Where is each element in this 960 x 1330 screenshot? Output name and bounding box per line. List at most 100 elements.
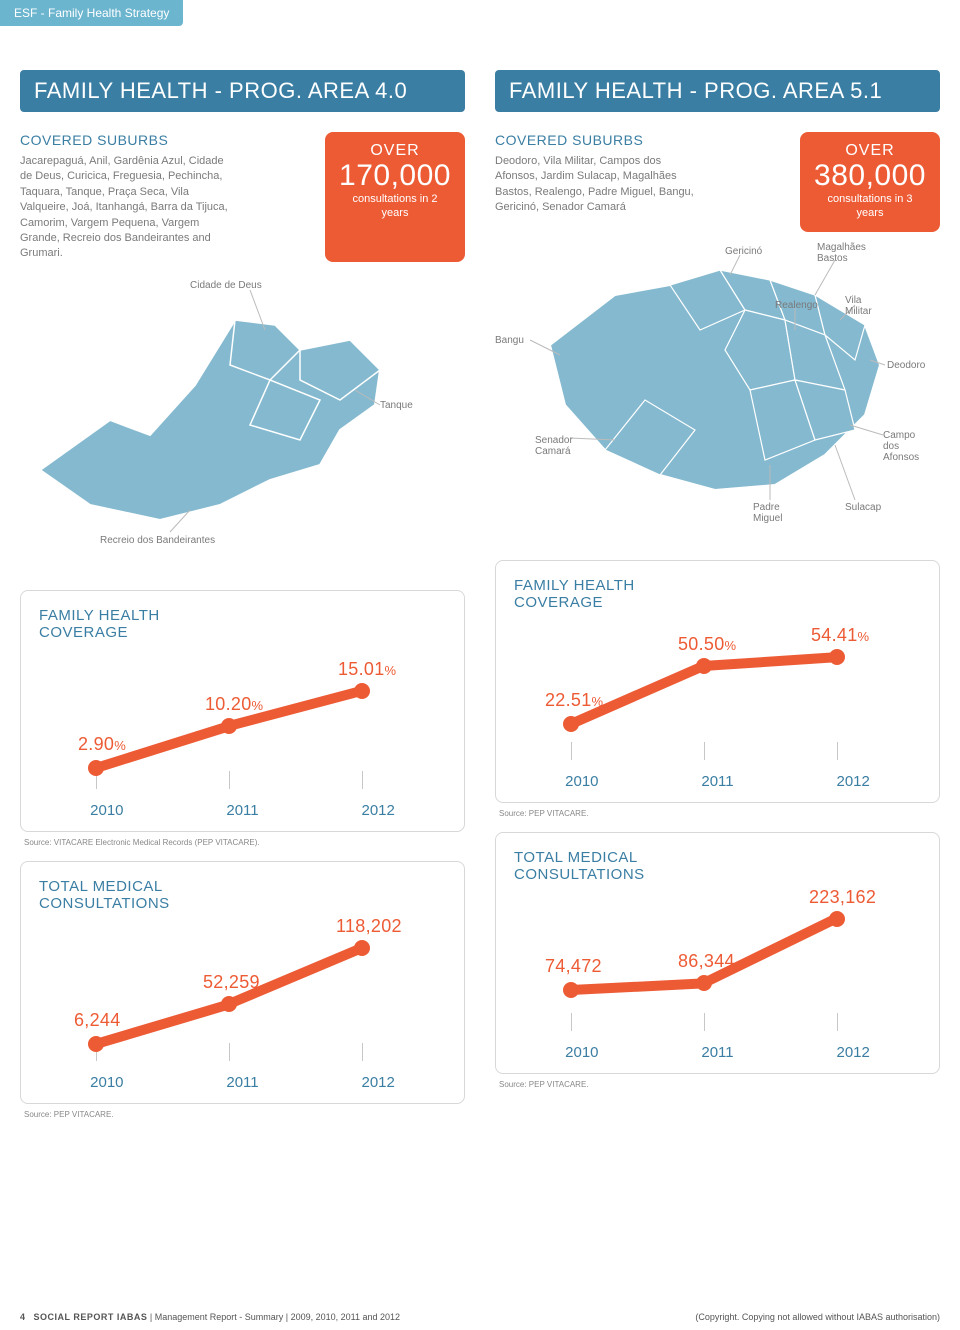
chart-card: FAMILY HEALTH COVERAGE2.90%10.20%15.01%2… [20, 590, 465, 833]
chart-xaxis: 201020112012 [514, 766, 921, 790]
chart-value-label: 22.51% [545, 690, 603, 711]
chart-line [571, 979, 704, 996]
map-area-right: GericinóMagalhães BastosRealengoVila Mil… [495, 240, 940, 540]
covered-block-left: COVERED SUBURBS Jacarepaguá, Anil, Gardê… [20, 132, 315, 262]
xaxis-label: 2010 [514, 1044, 650, 1061]
chart-point [829, 649, 845, 665]
chart-source: Source: PEP VITACARE. [499, 1080, 940, 1089]
xaxis-label: 2011 [650, 1044, 786, 1061]
xaxis-label: 2011 [650, 773, 786, 790]
tick [704, 742, 705, 760]
map-label: Bangu [495, 335, 524, 346]
covered-block-right: COVERED SUBURBS Deodoro, Vila Militar, C… [495, 132, 790, 232]
chart-plot: 2.90% 10.20% 15.01% [39, 659, 446, 789]
map-area-left: Cidade de DeusTanqueRecreio dos Bandeira… [20, 270, 465, 570]
page-number: 4 [20, 1312, 25, 1322]
header-area-5: FAMILY HEALTH - PROG. AREA 5.1 [495, 70, 940, 112]
stat-sub-left: consultations in 2 years [339, 192, 451, 221]
chart-point [563, 982, 579, 998]
tick [362, 771, 363, 789]
chart-value-label: 2.90% [78, 734, 126, 755]
xaxis-label: 2012 [785, 1044, 921, 1061]
col-area-4: FAMILY HEALTH - PROG. AREA 4.0 COVERED S… [20, 70, 465, 1133]
top-row-left: COVERED SUBURBS Jacarepaguá, Anil, Gardê… [20, 132, 465, 262]
map-label: Realengo [775, 300, 818, 311]
chart-point [88, 1036, 104, 1052]
tick [837, 1013, 838, 1031]
stat-value-right: 380,000 [814, 160, 926, 192]
chart-line [704, 652, 838, 671]
map-svg-left [20, 270, 460, 570]
top-row-right: COVERED SUBURBS Deodoro, Vila Militar, C… [495, 132, 940, 232]
chart-value-label: 74,472 [545, 956, 602, 977]
stat-value-left: 170,000 [339, 160, 451, 192]
stat-sub-right: consultations in 3 years [814, 192, 926, 221]
chart-card: FAMILY HEALTH COVERAGE 22.51% 50.50% 54.41%… [495, 560, 940, 803]
chart-source: Source: VITACARE Electronic Medical Reco… [24, 838, 465, 847]
tick [229, 771, 230, 789]
tick [704, 1013, 705, 1031]
header-area-4: FAMILY HEALTH - PROG. AREA 4.0 [20, 70, 465, 112]
chart-point [829, 911, 845, 927]
chart-title: FAMILY HEALTH COVERAGE [514, 577, 921, 612]
map-label: Magalhães Bastos [817, 242, 866, 264]
covered-text-right: Deodoro, Vila Militar, Campos dos Afonso… [495, 154, 705, 216]
chart-source: Source: PEP VITACARE. [499, 809, 940, 818]
map-label: Gericinó [725, 246, 762, 257]
stat-box-right: OVER 380,000 consultations in 3 years [800, 132, 940, 232]
footer-left: 4 SOCIAL REPORT IABAS | Management Repor… [20, 1312, 400, 1322]
tick [229, 1043, 230, 1061]
covered-title-right: COVERED SUBURBS [495, 132, 790, 148]
chart-plot: 6,24452,259118,202 [39, 931, 446, 1061]
chart-value-label: 15.01% [338, 659, 396, 680]
map-label: Tanque [380, 400, 413, 411]
map-svg-right [495, 240, 935, 540]
chart-value-label: 10.20% [205, 694, 263, 715]
tick [837, 742, 838, 760]
chart-plot: 74,47286,344223,162 [514, 901, 921, 1031]
chart-card: TOTAL MEDICAL CONSULTATIONS 74,472 86,344 2… [495, 832, 940, 1075]
xaxis-label: 2012 [310, 802, 446, 819]
footer-copy: (Copyright. Copying not allowed without … [695, 1312, 940, 1322]
chart-title: TOTAL MEDICAL CONSULTATIONS [514, 849, 921, 884]
chart-value-label: 223,162 [809, 887, 876, 908]
stat-over-left: OVER [339, 142, 451, 160]
chart-value-label: 86,344 [678, 951, 735, 972]
chart-value-label: 54.41% [811, 625, 869, 646]
map-label: Deodoro [887, 360, 925, 371]
chart-point [221, 996, 237, 1012]
xaxis-label: 2012 [785, 773, 921, 790]
chart-xaxis: 201020112012 [514, 1037, 921, 1061]
chart-point [354, 940, 370, 956]
chart-value-label: 52,259 [203, 972, 260, 993]
map-label: Cidade de Deus [190, 280, 262, 291]
page-tag: ESF - Family Health Strategy [0, 0, 183, 26]
footer-mid: | Management Report - Summary | 2009, 20… [150, 1312, 400, 1322]
main-columns: FAMILY HEALTH - PROG. AREA 4.0 COVERED S… [20, 70, 940, 1133]
xaxis-label: 2010 [514, 773, 650, 790]
chart-xaxis: 201020112012 [39, 1067, 446, 1091]
covered-text-left: Jacarepaguá, Anil, Gardênia Azul, Cidade… [20, 154, 230, 262]
tick [571, 742, 572, 760]
chart-value-label: 118,202 [336, 916, 402, 937]
chart-source: Source: PEP VITACARE. [24, 1110, 465, 1119]
chart-xaxis: 201020112012 [39, 795, 446, 819]
map-label: Sulacap [845, 502, 881, 513]
xaxis-label: 2010 [39, 802, 175, 819]
stat-box-left: OVER 170,000 consultations in 2 years [325, 132, 465, 262]
footer-brand: SOCIAL REPORT IABAS [34, 1312, 148, 1322]
xaxis-label: 2011 [175, 1074, 311, 1091]
covered-title-left: COVERED SUBURBS [20, 132, 315, 148]
stat-over-right: OVER [814, 142, 926, 160]
chart-value-label: 50.50% [678, 634, 736, 655]
chart-point [354, 683, 370, 699]
xaxis-label: 2010 [39, 1074, 175, 1091]
tick [362, 1043, 363, 1061]
xaxis-label: 2012 [310, 1074, 446, 1091]
tick [571, 1013, 572, 1031]
footer: 4 SOCIAL REPORT IABAS | Management Repor… [20, 1312, 940, 1322]
chart-point [88, 760, 104, 776]
chart-point [696, 975, 712, 991]
chart-title: TOTAL MEDICAL CONSULTATIONS [39, 878, 446, 913]
col-area-5: FAMILY HEALTH - PROG. AREA 5.1 COVERED S… [495, 70, 940, 1133]
